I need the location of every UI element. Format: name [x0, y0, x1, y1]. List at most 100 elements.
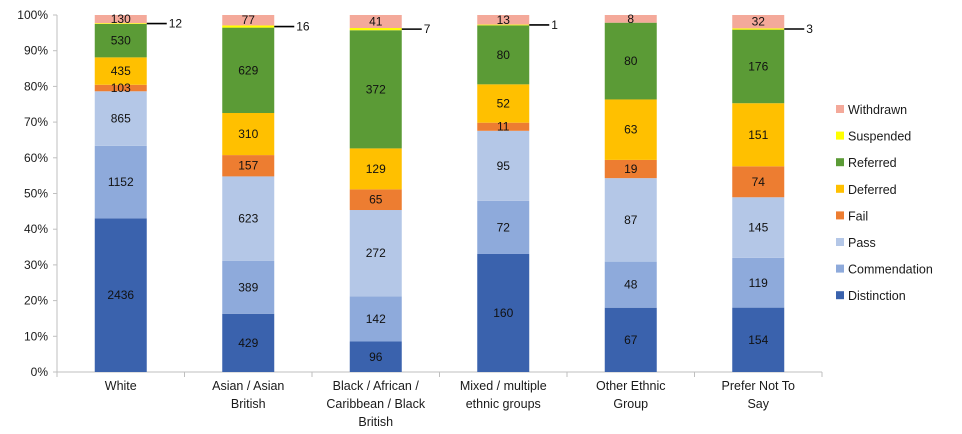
bar-segment-commendation	[222, 260, 275, 314]
data-label: 52	[497, 97, 511, 111]
data-label: 145	[748, 221, 768, 235]
data-label: 77	[242, 13, 256, 27]
x-category-label: Group	[613, 397, 648, 411]
legend-swatch-distinction	[836, 291, 844, 300]
legend-label-distinction: Distinction	[848, 289, 906, 303]
bar-segment-deferred	[349, 148, 402, 190]
bar-segment-withdrawn	[477, 15, 530, 25]
x-category-label: Black / African /	[333, 379, 420, 393]
data-label-callout: 16	[296, 20, 310, 34]
legend-label-deferred: Deferred	[848, 183, 897, 197]
bar-segment-fail	[349, 189, 402, 211]
bar-segment-distinction	[349, 341, 402, 372]
bar-segment-distinction	[222, 313, 275, 372]
bar-segment-deferred	[604, 99, 657, 160]
data-label: 72	[497, 220, 511, 234]
y-tick-label: 30%	[24, 258, 48, 272]
data-label: 2436	[107, 288, 134, 302]
bar-segment-pass	[94, 91, 147, 146]
bar-segment-withdrawn	[94, 15, 147, 24]
data-label: 389	[238, 280, 258, 294]
data-label-callout: 3	[806, 22, 813, 36]
legend-swatch-fail	[836, 211, 844, 220]
bar-segment-deferred	[94, 57, 147, 85]
bar-segment-referred	[604, 22, 657, 100]
data-label: 32	[752, 15, 766, 29]
data-label: 272	[366, 246, 386, 260]
legend-label-pass: Pass	[848, 236, 876, 250]
data-label: 154	[748, 333, 768, 347]
data-label: 130	[111, 12, 131, 26]
chart-legend: Withdrawn Suspended Referred Deferred Fail Pa…	[836, 103, 933, 303]
data-label: 80	[497, 48, 511, 62]
x-category-label: Say	[747, 397, 769, 411]
data-label: 623	[238, 212, 258, 226]
bar-segment-pass	[222, 176, 275, 261]
legend-label-referred: Referred	[848, 156, 897, 170]
legend-swatch-commendation	[836, 264, 844, 273]
legend-swatch-deferred	[836, 184, 844, 193]
data-label: 80	[624, 54, 638, 68]
data-label-callout: 1	[551, 18, 558, 32]
y-tick-label: 70%	[24, 115, 48, 129]
bar-segment-suspended	[732, 28, 785, 30]
y-tick-label: 20%	[24, 294, 48, 308]
bar-segment-commendation	[477, 200, 530, 254]
data-label: 1152	[108, 175, 134, 189]
y-tick-label: 50%	[24, 187, 48, 201]
legend-label-fail: Fail	[848, 209, 868, 223]
data-label: 865	[111, 112, 131, 126]
chart-bars	[94, 15, 785, 372]
x-category-label: ethnic groups	[466, 397, 541, 411]
bar-segment-suspended	[477, 24, 530, 26]
data-label-callout: 7	[424, 22, 431, 36]
bar-segment-distinction	[732, 307, 785, 372]
bar-segment-fail	[94, 84, 147, 92]
legend-swatch-referred	[836, 158, 844, 167]
legend-label-withdrawn: Withdrawn	[848, 103, 907, 117]
x-category-label: Prefer Not To	[722, 379, 795, 393]
bar-segment-withdrawn	[732, 15, 785, 29]
legend-swatch-pass	[836, 238, 844, 246]
data-label: 176	[748, 59, 768, 73]
bar-segment-commendation	[94, 145, 147, 219]
data-label: 67	[624, 333, 638, 347]
bar-segment-pass	[604, 178, 657, 262]
data-label: 65	[369, 193, 383, 207]
chart-axes: 0% 10% 20% 30% 40% 50% 60% 70% 80% 90% 100%	[17, 8, 823, 379]
data-label: 629	[238, 63, 258, 77]
y-tick-label: 100%	[17, 8, 48, 22]
y-tick-label: 40%	[24, 222, 48, 236]
bar-segment-deferred	[732, 103, 785, 167]
bar-segment-deferred	[477, 84, 530, 123]
bar-segment-distinction	[94, 218, 147, 372]
bar-segment-pass	[349, 210, 402, 297]
data-label: 372	[366, 82, 386, 96]
bar-segment-suspended	[349, 28, 402, 31]
x-category-label: British	[358, 415, 393, 429]
data-label: 142	[366, 312, 386, 326]
data-label: 74	[752, 175, 766, 189]
data-label: 160	[493, 306, 513, 320]
data-label: 95	[497, 159, 511, 173]
data-label: 435	[111, 64, 131, 78]
data-label: 429	[238, 336, 258, 350]
y-tick-label: 0%	[31, 365, 49, 379]
data-label: 19	[624, 162, 638, 176]
bar-segment-commendation	[349, 296, 402, 342]
data-label: 103	[111, 81, 131, 95]
data-label: 8	[627, 12, 634, 26]
data-label: 96	[369, 350, 383, 364]
x-category-label: White	[105, 379, 137, 393]
bar-segment-fail	[732, 166, 785, 198]
bar-segment-withdrawn	[604, 15, 657, 23]
bar-segment-referred	[349, 30, 402, 149]
x-category-label: Other Ethnic	[596, 379, 665, 393]
x-category-label: Mixed / multiple	[460, 379, 547, 393]
data-label: 63	[624, 123, 638, 137]
bar-segment-fail	[222, 155, 275, 177]
bar-segment-referred	[94, 23, 147, 58]
bar-segment-suspended	[222, 25, 275, 28]
bar-segment-pass	[477, 130, 530, 201]
